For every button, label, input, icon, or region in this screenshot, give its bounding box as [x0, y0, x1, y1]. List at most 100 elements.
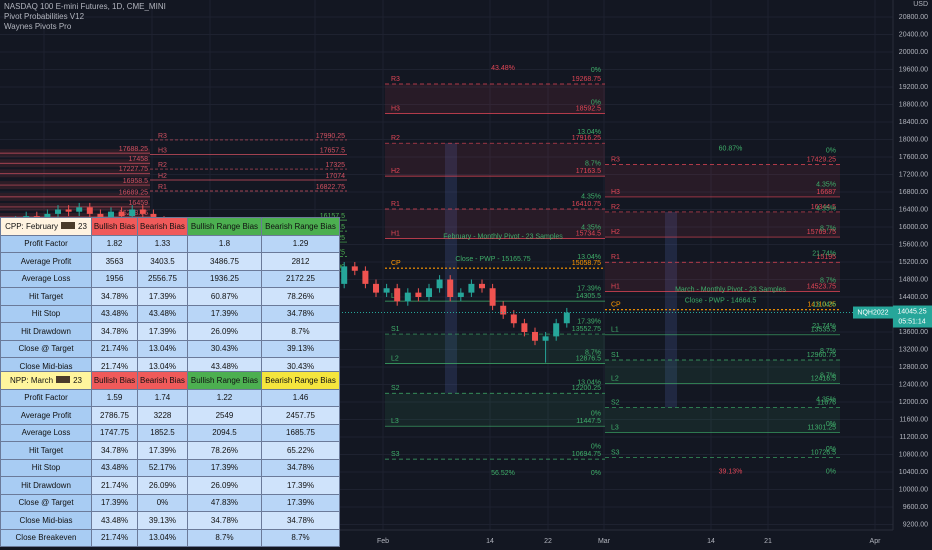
- zone-pct: 0%: [826, 469, 836, 476]
- pivot-title: February - Monthly Pivot - 23 Samples: [443, 233, 563, 240]
- pivot-name: S1: [611, 352, 620, 359]
- pivot-value: 17429.25: [807, 156, 836, 163]
- table-row: Hit Drawdown 21.74% 26.09% 26.09% 17.39%: [0, 476, 340, 495]
- cell: 17.39%: [261, 476, 340, 495]
- cell: 13.04%: [137, 528, 188, 547]
- candle-body: [404, 292, 411, 302]
- cell: 1.8: [186, 234, 263, 253]
- candle-body: [341, 266, 348, 284]
- zone-pct: 4.35%: [816, 396, 836, 403]
- zone-pct: 0%: [591, 67, 601, 74]
- candle-body: [510, 314, 517, 324]
- price-tick-label: 18000.00: [899, 136, 928, 143]
- symbol-title: NASDAQ 100 E-mini Futures, 1D, CME_MINI: [4, 2, 166, 11]
- zone-pct: 13.04%: [577, 254, 601, 261]
- level-value: 17458: [129, 156, 149, 163]
- row-label: Hit Stop: [0, 458, 92, 477]
- table-row: Close Mid-bias 21.74% 13.04% 43.48% 30.43%: [0, 357, 340, 376]
- table-row: Hit Target 34.78% 17.39% 60.87% 78.26%: [0, 287, 340, 306]
- price-tick-label: 13200.00: [899, 346, 928, 353]
- zone-pct: 13.04%: [577, 379, 601, 386]
- pivot-name: L3: [391, 418, 399, 425]
- candle-body: [383, 288, 390, 293]
- candle-body: [489, 288, 496, 306]
- price-tick-label: 11200.00: [899, 434, 928, 441]
- cell: 26.09%: [186, 476, 263, 495]
- cell: 39.13%: [261, 339, 340, 358]
- cell: 3563: [90, 252, 139, 271]
- candle-body: [97, 213, 104, 219]
- pivot-zone: [605, 262, 840, 292]
- cell: 34.78%: [90, 441, 139, 460]
- pivot-name: R2: [611, 204, 620, 211]
- cell: 2172.25: [261, 269, 340, 288]
- row-label: Average Loss: [0, 269, 92, 288]
- table-row: Close Breakeven 21.74% 13.04% 8.7% 8.7%: [0, 528, 340, 547]
- upper-pct: 43.48%: [491, 65, 515, 72]
- zone-pct: 0%: [591, 100, 601, 107]
- column-header: Bearish Range Bias: [261, 217, 340, 236]
- samples: 23: [73, 375, 83, 385]
- column-header: Bearish Range Bias: [261, 371, 340, 390]
- candle-body: [108, 211, 114, 219]
- table-row: Average Loss 1956 2556.75 1936.25 2172.25: [0, 269, 340, 288]
- candle-body: [479, 283, 485, 289]
- cell: 52.17%: [137, 458, 188, 477]
- cell: 17.39%: [186, 458, 263, 477]
- zone-pct: 0%: [591, 443, 601, 450]
- cell: 34.78%: [186, 511, 263, 530]
- pivot-value: 11447.5: [576, 418, 601, 425]
- pivot-name: S2: [611, 399, 620, 406]
- price-tick-label: 9200.00: [903, 521, 928, 528]
- price-tick-label: 12000.00: [899, 399, 928, 406]
- cell: 43.48%: [90, 304, 139, 323]
- table-row: Hit Target 34.78% 17.39% 78.26% 65.22%: [0, 441, 340, 460]
- row-label: Hit Target: [0, 441, 92, 460]
- price-tick-label: 16000.00: [899, 224, 928, 231]
- level-value: 17074: [326, 173, 346, 180]
- price-tick-label: 14800.00: [899, 276, 928, 283]
- pivot-name: H2: [391, 168, 400, 175]
- cell: 39.13%: [137, 511, 188, 530]
- cell: 34.78%: [261, 304, 340, 323]
- candle-body: [457, 292, 464, 298]
- candle-body: [447, 279, 454, 298]
- candle-body: [118, 211, 125, 217]
- pivot-name: H3: [611, 189, 620, 196]
- time-label: Feb: [377, 538, 389, 545]
- cell: 34.78%: [90, 287, 139, 306]
- zone-pct: 8.7%: [585, 160, 601, 167]
- cell: 34.78%: [261, 511, 340, 530]
- pivot-name: L1: [611, 327, 619, 334]
- title-text: NPP: March: [9, 375, 54, 385]
- cell: 3486.75: [186, 252, 263, 271]
- row-label: Hit Stop: [0, 304, 92, 323]
- cell: 17.39%: [186, 304, 263, 323]
- level-value: 17325: [326, 162, 346, 169]
- column-header: Bullish Bias: [90, 371, 139, 390]
- cell: 13.04%: [137, 357, 188, 376]
- stats-table: NPP: March 23 Bullish Bias Bearish Bias Bull…: [0, 371, 340, 547]
- cell: 3403.5: [137, 252, 188, 271]
- price-tick-label: 10800.00: [899, 451, 928, 458]
- row-label: Profit Factor: [0, 234, 92, 253]
- cell: 34.78%: [261, 458, 340, 477]
- pivot-value: 12960.75: [807, 352, 836, 359]
- level-name: R3: [158, 133, 167, 140]
- price-tick-label: 20000.00: [899, 49, 928, 56]
- pivot-name: CP: [611, 302, 621, 309]
- cell: 2457.75: [261, 406, 340, 425]
- pivot-name: R3: [391, 76, 400, 83]
- currency: USD: [913, 1, 928, 8]
- pivot-name: H1: [611, 283, 620, 290]
- zone-pct: 4.35%: [816, 182, 836, 189]
- pivot-value: 15734.5: [576, 230, 601, 237]
- pivot-value: 10694.75: [572, 451, 601, 458]
- candle-body: [362, 270, 369, 284]
- pivot-zone: [385, 84, 605, 114]
- price-tick-label: 15600.00: [899, 241, 928, 248]
- indicator: Waynes Pivots Pro: [4, 22, 72, 31]
- pivot-name: H1: [391, 230, 400, 237]
- price-tick-label: 14400.00: [899, 294, 928, 301]
- candle-body: [86, 207, 93, 214]
